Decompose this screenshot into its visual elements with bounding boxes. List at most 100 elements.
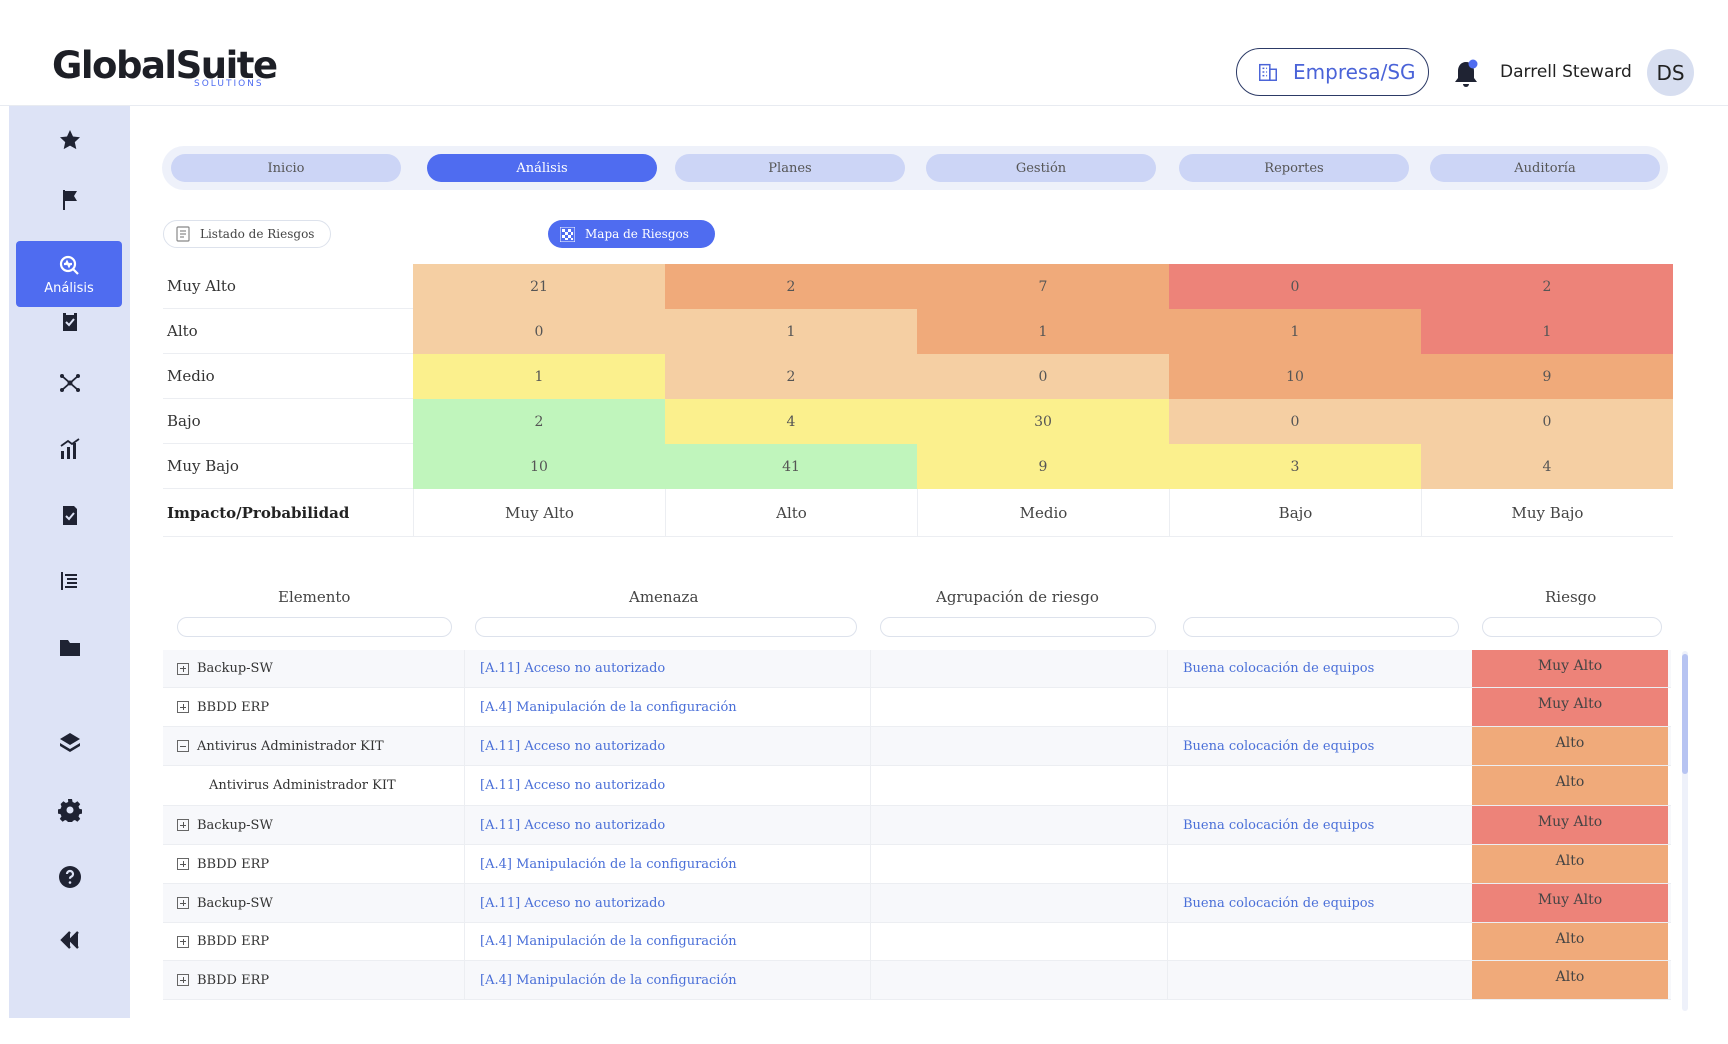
cell-amenaza-link[interactable]: [A.11] Acceso no autorizado	[464, 806, 870, 844]
company-selector-button[interactable]: Empresa/SG	[1236, 48, 1429, 96]
cell-amenaza-link[interactable]: [A.11] Acceso no autorizado	[464, 650, 870, 687]
header-riesgo[interactable]: Riesgo	[1545, 588, 1597, 606]
tab-gestion[interactable]: Gestión	[926, 154, 1156, 182]
cell-control-link[interactable]: Buena colocación de equipos	[1167, 884, 1472, 922]
table-row[interactable]: BBDD ERP [A.4] Manipulación de la configu…	[163, 688, 1671, 727]
cell-amenaza-link[interactable]: [A.11] Acceso no autorizado	[464, 766, 870, 805]
notifications-button[interactable]	[1452, 58, 1480, 90]
expand-icon[interactable]	[177, 897, 189, 909]
matrix-cell[interactable]: 0	[1421, 399, 1673, 444]
sidebar-item-goals[interactable]	[9, 178, 130, 222]
cell-amenaza-link[interactable]: [A.4] Manipulación de la configuración	[464, 845, 870, 883]
bell-icon	[1455, 59, 1478, 87]
header-amenaza[interactable]: Amenaza	[629, 588, 699, 606]
matrix-cell[interactable]: 2	[665, 264, 917, 309]
table-row[interactable]: Antivirus Administrador KIT [A.11] Acceso…	[163, 727, 1671, 766]
risk-list-button[interactable]: Listado de Riesgos	[163, 220, 331, 248]
expand-icon[interactable]	[177, 858, 189, 870]
matrix-cell[interactable]: 1	[413, 354, 665, 399]
sidebar-item-list[interactable]	[9, 559, 130, 603]
table-row[interactable]: Backup-SW [A.11] Acceso no autorizado Buen…	[163, 650, 1671, 688]
filter-amenaza-input[interactable]	[475, 617, 857, 637]
cell-control-link[interactable]	[1167, 961, 1472, 999]
cell-control-link[interactable]	[1167, 845, 1472, 883]
sidebar-item-help[interactable]	[9, 855, 130, 899]
tab-inicio[interactable]: Inicio	[171, 154, 401, 182]
checklist-icon	[62, 506, 77, 525]
header-agrupacion[interactable]: Agrupación de riesgo	[936, 588, 1099, 606]
matrix-cell[interactable]: 41	[665, 444, 917, 489]
matrix-cell[interactable]: 1	[665, 309, 917, 354]
cell-amenaza-link[interactable]: [A.11] Acceso no autorizado	[464, 884, 870, 922]
tab-reportes[interactable]: Reportes	[1179, 154, 1409, 182]
matrix-cell[interactable]: 1	[1169, 309, 1421, 354]
expand-icon[interactable]	[177, 819, 189, 831]
expand-icon[interactable]	[177, 662, 189, 675]
matrix-cell[interactable]: 2	[413, 399, 665, 444]
user-name[interactable]: Darrell Steward	[1500, 62, 1632, 82]
table-row[interactable]: BBDD ERP [A.4] Manipulación de la configu…	[163, 961, 1671, 1000]
expand-icon[interactable]	[177, 974, 189, 986]
expand-icon[interactable]	[177, 935, 189, 948]
matrix-cell[interactable]: 10	[1169, 354, 1421, 399]
sidebar-item-analisis[interactable]: Análisis	[16, 241, 122, 307]
matrix-cell[interactable]: 7	[917, 264, 1169, 309]
table-row[interactable]: BBDD ERP [A.4] Manipulación de la configu…	[163, 845, 1671, 884]
cell-control-link[interactable]	[1167, 923, 1472, 960]
collapse-row-icon[interactable]	[177, 740, 189, 752]
matrix-cell[interactable]: 1	[1421, 309, 1673, 354]
avatar[interactable]: DS	[1647, 49, 1694, 96]
table-row[interactable]: Antivirus Administrador KIT [A.11] Acceso…	[163, 766, 1671, 806]
sidebar-item-favorites[interactable]	[9, 118, 130, 162]
matrix-cell[interactable]: 30	[917, 399, 1169, 444]
matrix-cell[interactable]: 10	[413, 444, 665, 489]
tab-analisis[interactable]: Análisis	[427, 154, 657, 182]
matrix-cell[interactable]: 0	[917, 354, 1169, 399]
sidebar-item-settings[interactable]	[9, 788, 130, 832]
cell-control-link[interactable]: Buena colocación de equipos	[1167, 806, 1472, 844]
gear-icon	[57, 799, 82, 822]
expand-icon[interactable]	[177, 701, 189, 713]
matrix-cell[interactable]: 4	[665, 399, 917, 444]
sidebar-item-network[interactable]	[9, 361, 130, 405]
matrix-cell[interactable]: 21	[413, 264, 665, 309]
sidebar-item-documents[interactable]	[9, 625, 130, 669]
matrix-cell[interactable]: 2	[1421, 264, 1673, 309]
cell-amenaza-link[interactable]: [A.4] Manipulación de la configuración	[464, 961, 870, 999]
matrix-cell[interactable]: 0	[1169, 399, 1421, 444]
cell-amenaza-link[interactable]: [A.11] Acceso no autorizado	[464, 727, 870, 765]
filter-riesgo-input[interactable]	[1482, 617, 1662, 637]
filter-control-input[interactable]	[1183, 617, 1459, 637]
table-row[interactable]: BBDD ERP [A.4] Manipulación de la configu…	[163, 923, 1671, 961]
matrix-cell[interactable]: 3	[1169, 444, 1421, 489]
scrollbar-thumb[interactable]	[1682, 654, 1688, 774]
table-scrollbar[interactable]	[1682, 651, 1688, 1011]
filter-elemento-input[interactable]	[177, 617, 452, 637]
table-row[interactable]: Backup-SW [A.11] Acceso no autorizado Buen…	[163, 806, 1671, 845]
cell-control-link[interactable]	[1167, 766, 1472, 805]
matrix-cell[interactable]: 4	[1421, 444, 1673, 489]
matrix-cell[interactable]: 2	[665, 354, 917, 399]
header-elemento[interactable]: Elemento	[278, 588, 351, 606]
matrix-cell[interactable]: 0	[1169, 264, 1421, 309]
sidebar-collapse-button[interactable]	[9, 918, 130, 962]
cell-control-link[interactable]: Buena colocación de equipos	[1167, 727, 1472, 765]
tab-auditoria[interactable]: Auditoría	[1430, 154, 1660, 182]
matrix-cell[interactable]: 9	[917, 444, 1169, 489]
sidebar-item-tasks[interactable]	[9, 299, 130, 343]
cell-control-link[interactable]	[1167, 688, 1472, 726]
cell-amenaza-link[interactable]: [A.4] Manipulación de la configuración	[464, 923, 870, 960]
matrix-column-label: Medio	[917, 489, 1169, 537]
matrix-cell[interactable]: 0	[413, 309, 665, 354]
matrix-cell[interactable]: 1	[917, 309, 1169, 354]
filter-agrupacion-input[interactable]	[880, 617, 1156, 637]
matrix-cell[interactable]: 9	[1421, 354, 1673, 399]
risk-map-button[interactable]: Mapa de Riesgos	[548, 220, 715, 248]
sidebar-item-reports[interactable]	[9, 427, 130, 471]
sidebar-item-checklist[interactable]	[9, 493, 130, 537]
table-row[interactable]: Backup-SW [A.11] Acceso no autorizado Buen…	[163, 884, 1671, 923]
cell-amenaza-link[interactable]: [A.4] Manipulación de la configuración	[464, 688, 870, 726]
tab-planes[interactable]: Planes	[675, 154, 905, 182]
cell-control-link[interactable]: Buena colocación de equipos	[1167, 650, 1472, 687]
sidebar-item-layers[interactable]	[9, 721, 130, 765]
